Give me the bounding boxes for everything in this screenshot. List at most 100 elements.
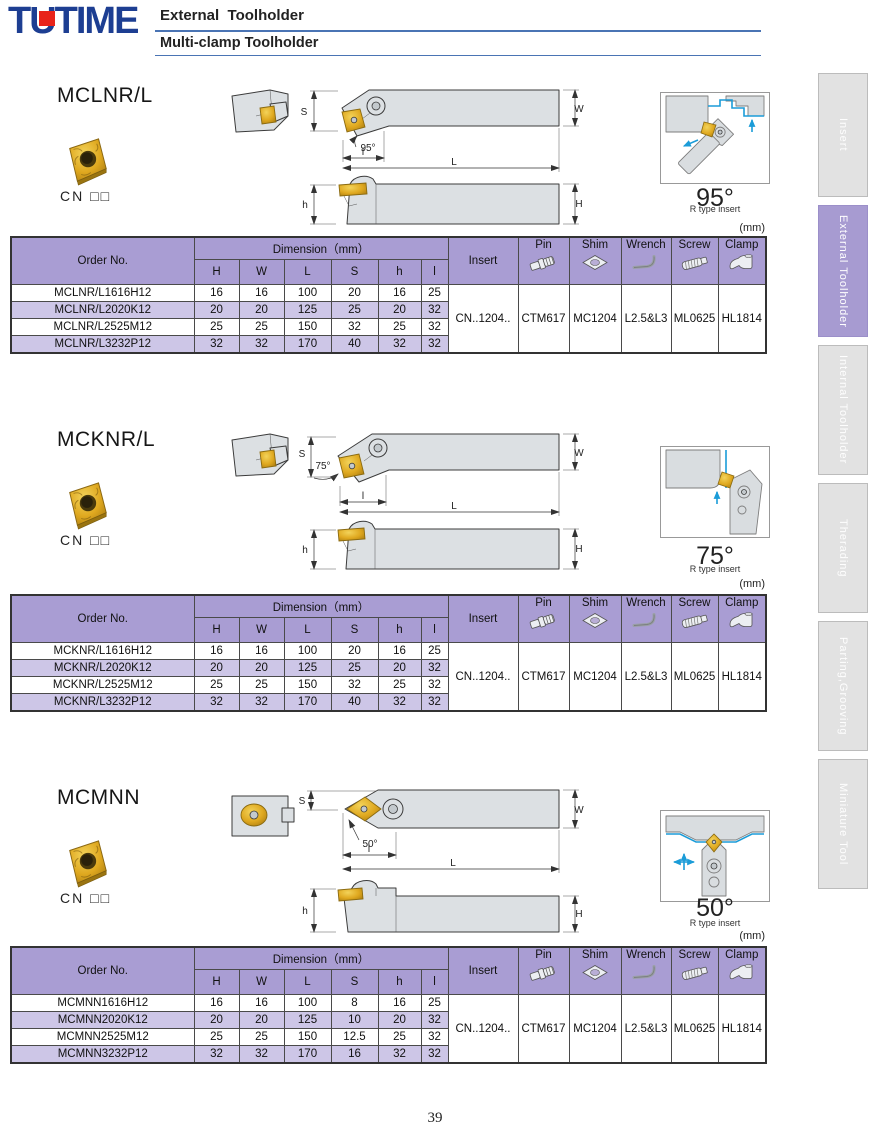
insert-code-label: CN □□ — [60, 532, 112, 548]
insert-cell: CN..1204.. — [447, 284, 519, 354]
col-header-wrench: Wrench — [620, 594, 672, 643]
cell: 20 — [377, 1011, 422, 1029]
sidebar-tab-parting-grooving[interactable]: Parting,Grooving — [818, 621, 868, 751]
screw-icon — [681, 966, 708, 980]
units-label: (mm) — [739, 578, 765, 590]
cell: 32 — [420, 1045, 449, 1064]
cell: 12.5 — [330, 1028, 379, 1046]
cell: 32 — [193, 1045, 240, 1064]
cell: 32 — [420, 335, 449, 354]
cell: 32 — [377, 335, 422, 354]
col-header-l: l — [420, 969, 449, 995]
dim-l-small: l — [362, 147, 364, 158]
col-header-screw: Screw — [670, 946, 719, 995]
order-cell: MCKNR/L1616H12 — [10, 642, 195, 660]
sidebar-tab-miniature-tool[interactable]: Miniature Tool — [818, 759, 868, 889]
pin-cell: CTM617 — [517, 284, 570, 354]
cell: 32 — [193, 693, 240, 712]
screw-label: Screw — [678, 949, 711, 961]
wrench-label: Wrench — [626, 597, 666, 609]
shim-icon — [582, 613, 608, 628]
dim-l-small: l — [368, 844, 370, 855]
order-cell: MCKNR/L2525M12 — [10, 676, 195, 694]
cell: 20 — [238, 1011, 285, 1029]
pin-label: Pin — [535, 239, 552, 251]
col-header-screw: Screw — [670, 594, 719, 643]
insert-photo — [69, 482, 107, 530]
col-header-pin: Pin — [517, 594, 570, 643]
lead-angle-value: 75° — [696, 542, 734, 570]
dim-h: H — [575, 544, 582, 555]
cell: 100 — [283, 642, 332, 660]
col-header-L: L — [283, 617, 332, 643]
sidebar-tab-internal-toolholder[interactable]: Internal Toolholder — [818, 345, 868, 475]
cell: 25 — [420, 284, 449, 302]
angle-label: 50° — [362, 839, 377, 850]
screw-icon — [681, 614, 708, 628]
dim-w: W — [574, 805, 584, 816]
dim-h-small: h — [302, 545, 308, 556]
col-header-W: W — [238, 259, 285, 285]
logo-accent-square — [39, 11, 55, 26]
col-header-wrench: Wrench — [620, 946, 672, 995]
pin-icon — [529, 966, 555, 981]
cell: 100 — [283, 994, 332, 1012]
dim-s: S — [299, 449, 306, 460]
cell: 16 — [330, 1045, 379, 1064]
col-header-L: L — [283, 969, 332, 995]
cell: 25 — [420, 994, 449, 1012]
screw-label: Screw — [678, 597, 711, 609]
cell: 32 — [193, 335, 240, 354]
wrench-label: Wrench — [626, 949, 666, 961]
cell: 150 — [283, 1028, 332, 1046]
col-header-l: l — [420, 617, 449, 643]
cell: 170 — [283, 1045, 332, 1064]
shim-label: Shim — [581, 597, 609, 609]
col-header-order: Order No. — [10, 236, 195, 285]
col-header-wrench: Wrench — [620, 236, 672, 285]
order-cell: MCLNR/L1616H12 — [10, 284, 195, 302]
cell: 25 — [420, 642, 449, 660]
cell: 16 — [193, 284, 240, 302]
cell: 16 — [377, 284, 422, 302]
technical-drawing: 50° S W l L h H — [231, 789, 584, 933]
cell: 20 — [330, 284, 379, 302]
lead-angle-value: 50° — [696, 894, 734, 922]
wrench-cell: L2.5&L3 — [620, 284, 672, 354]
sidebar-tab-threading[interactable]: Therading — [818, 483, 868, 613]
screw-cell: ML0625 — [670, 994, 719, 1064]
col-header-dimension: Dimension（mm） — [193, 946, 449, 970]
col-header-screw: Screw — [670, 236, 719, 285]
order-cell: MCMNN3232P12 — [10, 1045, 195, 1064]
col-header-h: h — [377, 259, 422, 285]
screw-icon — [681, 256, 708, 270]
clamp-icon — [729, 612, 753, 628]
insert-photo — [69, 840, 107, 888]
cell: 20 — [377, 301, 422, 319]
holder-3d-view — [231, 433, 289, 477]
dim-w: W — [574, 448, 584, 459]
angle-label: 95° — [360, 143, 375, 154]
col-header-order: Order No. — [10, 594, 195, 643]
col-header-L: L — [283, 259, 332, 285]
insert-type-caption: R type insert — [689, 204, 741, 214]
order-cell: MCKNR/L2020K12 — [10, 659, 195, 677]
clamp-cell: HL1814 — [717, 642, 767, 712]
table-row: MCMNN2020K12 20 20 125 10 20 32 — [10, 1011, 766, 1029]
cell: 32 — [330, 318, 379, 336]
clamp-label: Clamp — [725, 949, 759, 961]
cell: 32 — [420, 693, 449, 712]
col-header-clamp: Clamp — [717, 236, 767, 285]
cell: 150 — [283, 676, 332, 694]
insert-type-caption: R type insert — [689, 918, 741, 928]
subcategory-title: Multi-clamp Toolholder — [160, 35, 319, 51]
dim-l: L — [451, 501, 457, 512]
sidebar-tab-external-toolholder[interactable]: External Toolholder — [818, 205, 868, 337]
order-cell: MCMNN2020K12 — [10, 1011, 195, 1029]
col-header-pin: Pin — [517, 946, 570, 995]
order-cell: MCLNR/L2525M12 — [10, 318, 195, 336]
col-header-shim: Shim — [568, 946, 622, 995]
cell: 170 — [283, 335, 332, 354]
sidebar-tab-insert[interactable]: Insert — [818, 73, 868, 197]
